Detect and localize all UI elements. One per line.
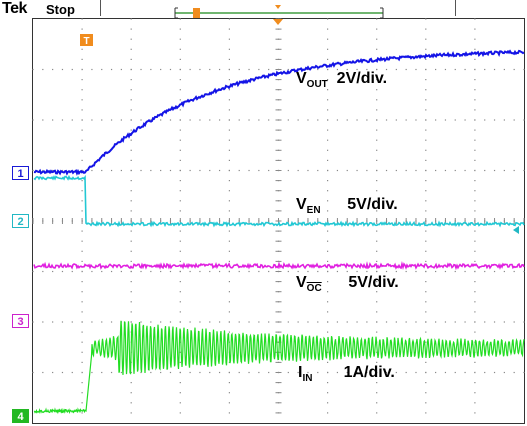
channel-3-marker[interactable]: 3 [12, 314, 29, 328]
svg-text:T: T [83, 36, 89, 47]
label-vout: VOUT 2V/div. [296, 70, 388, 90]
grid-lines [32, 18, 525, 414]
waveform-ven [33, 174, 525, 228]
channel-4-marker[interactable]: 4 [12, 409, 29, 423]
status-separator [100, 0, 101, 16]
trigger-level-marker[interactable] [513, 226, 519, 234]
trigger-position-marker[interactable] [273, 19, 283, 25]
waveform-iin [33, 320, 525, 415]
channel-2-marker[interactable]: 2 [12, 214, 29, 228]
label-iin: IIN 1A/div. [298, 364, 395, 384]
status-bar: Tek Stop [0, 0, 527, 18]
acquisition-state: Stop [46, 2, 75, 17]
status-separator [455, 0, 456, 16]
waveform-vout [33, 49, 525, 176]
label-ven: VEN 5V/div. [296, 196, 398, 216]
record-view-bracket[interactable] [174, 5, 384, 19]
channel-1-marker[interactable]: 1 [12, 166, 29, 180]
brand-logo: Tek [2, 0, 27, 17]
trigger-time-marker[interactable]: T [80, 34, 93, 47]
waveform-voc [33, 260, 525, 271]
label-voc: VOC 5V/div. [296, 274, 399, 294]
